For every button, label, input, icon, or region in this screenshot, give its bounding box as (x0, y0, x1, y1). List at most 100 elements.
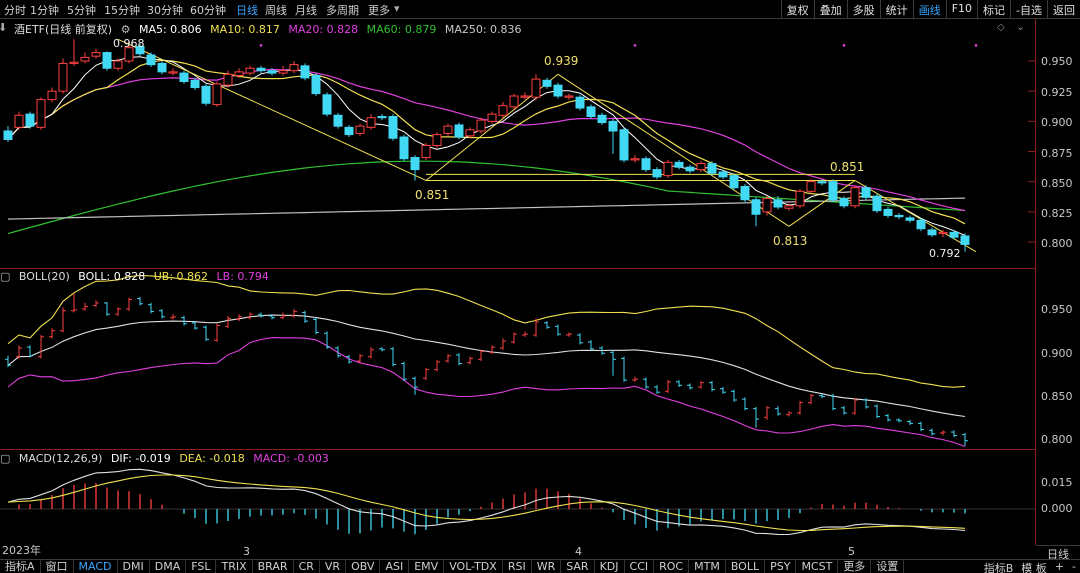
candle-body (36, 99, 46, 128)
tool-stats-button[interactable]: 统计 (879, 0, 913, 19)
candle-body (828, 181, 838, 201)
candle-body (839, 198, 849, 207)
candle-body (47, 90, 57, 101)
candle-body (905, 217, 915, 221)
tool-back-button[interactable]: 返回 (1047, 0, 1080, 19)
boll-name[interactable]: BOLL(20) (18, 270, 70, 283)
indicator-tab[interactable]: CCI (625, 560, 655, 573)
legend-gear-icon[interactable]: ⚙ (120, 23, 131, 36)
candle-body (883, 208, 893, 216)
macd-dif-value: DIF: -0.019 (110, 452, 171, 465)
boll-expand-icon[interactable]: ▢ (0, 270, 11, 283)
tool-remove-favorite-button[interactable]: -自选 (1010, 0, 1047, 19)
candle-body (25, 113, 35, 127)
candle-body (685, 166, 695, 172)
indicator-tab[interactable]: 指标A (0, 560, 41, 573)
layout-diamond-icon[interactable]: ◇ (997, 22, 1005, 33)
period-tab-1min[interactable]: 1分钟 (30, 4, 59, 17)
indicator-tab[interactable]: VR (320, 560, 347, 573)
candle-body (124, 47, 134, 62)
zoom-out-button[interactable]: - (1072, 560, 1076, 573)
indicator-tab[interactable]: 更多 (838, 560, 872, 573)
candle-body (157, 62, 167, 73)
period-tab-5min[interactable]: 5分钟 (67, 4, 96, 17)
period-tab-multi[interactable]: 多周期 (326, 4, 359, 17)
indicator-tab[interactable]: OBV (346, 560, 381, 573)
marker-dot (974, 44, 978, 47)
indicator-tab[interactable]: SAR (561, 560, 595, 573)
template-button[interactable]: 模 板 (1021, 562, 1047, 573)
marker-dot (633, 44, 637, 47)
ma5-line (7, 56, 966, 236)
indicator-tab[interactable]: MTM (689, 560, 726, 573)
indicator-tab[interactable]: DMA (150, 560, 187, 573)
zoom-in-button[interactable]: + (1054, 560, 1065, 573)
indicator-tab[interactable]: MACD (74, 560, 118, 573)
period-tab-more[interactable]: 更多 (368, 4, 390, 17)
period-tab-60min[interactable]: 60分钟 (190, 4, 226, 17)
candle-body (311, 74, 321, 95)
period-tab-15min[interactable]: 15分钟 (104, 4, 140, 17)
tool-adjust-button[interactable]: 复权 (780, 0, 814, 19)
chart-canvas[interactable] (0, 19, 1035, 545)
candle-body (586, 106, 596, 118)
candle-body (223, 73, 233, 86)
indicator-tab[interactable]: MCST (796, 560, 839, 573)
indicator-tab[interactable]: WR (532, 560, 562, 573)
indicator-tab[interactable]: CR (294, 560, 320, 573)
tool-overlay-button[interactable]: 叠加 (813, 0, 847, 19)
indicator-tab[interactable]: KDJ (595, 560, 625, 573)
low-annotation: 0.851 (415, 188, 450, 202)
candle-body (927, 229, 937, 236)
tool-draw-button[interactable]: 画线 (912, 0, 946, 19)
indicator-tab[interactable]: FSL (186, 560, 217, 573)
boll-middle-band (7, 314, 966, 418)
macd-name[interactable]: MACD(12,26,9) (18, 452, 103, 465)
legend-arrow-icon[interactable]: ⬇ (0, 21, 8, 34)
dropdown-arrow-icon[interactable]: ▾ (394, 2, 400, 15)
indicator-tab[interactable]: 窗口 (41, 560, 74, 573)
cycle-label: 日线 (1047, 548, 1069, 561)
candle-body (256, 67, 266, 72)
candle-body (960, 235, 970, 245)
tool-multistock-button[interactable]: 多股 (846, 0, 880, 19)
indicator-tab[interactable]: TRIX (216, 560, 253, 573)
candle-body (894, 214, 904, 218)
indicator-tab[interactable]: BRAR (253, 560, 294, 573)
candle-body (58, 62, 68, 92)
period-tab-weekly[interactable]: 周线 (265, 4, 287, 17)
candle-body (80, 56, 90, 62)
indicator-tab[interactable]: EMV (409, 560, 445, 573)
candle-body (531, 78, 541, 98)
macd-expand-icon[interactable]: ▢ (0, 452, 11, 465)
indicator-tab[interactable]: PSY (765, 560, 797, 573)
candle-body (718, 171, 728, 178)
period-tab-30min[interactable]: 30分钟 (147, 4, 183, 17)
panel-divider-2 (0, 449, 1035, 450)
candle-body (267, 70, 277, 74)
indicator-tab[interactable]: RSI (503, 560, 532, 573)
period-tab-daily[interactable]: 日线 (236, 4, 258, 17)
indicator-tab[interactable]: 设置 (871, 560, 905, 573)
candle-body (762, 198, 772, 213)
period-tab-monthly[interactable]: 月线 (295, 4, 317, 17)
indicator-tab[interactable]: BOLL (726, 560, 766, 573)
latest-low-annotation: 0.792 (929, 247, 961, 260)
indicator-tab-bar: 指标A 窗口 MACD DMI DMA FSL TRIX BRAR CR VR … (0, 559, 1080, 573)
indicator-tab[interactable]: ASI (380, 560, 410, 573)
boll-legend: ▢ BOLL(20) BOLL: 0.828 UB: 0.862 LB: 0.7… (0, 270, 274, 284)
main-legend: 酒ETF(日线 前复权) ⚙ MA5: 0.806 MA10: 0.817 MA… (14, 21, 527, 36)
collapse-arrow-icon[interactable]: ⌄ (1016, 20, 1026, 33)
tool-f10-button[interactable]: F10 (945, 0, 977, 19)
indicator-b-button[interactable]: 指标B (983, 562, 1014, 573)
indicator-tab[interactable]: DMI (118, 560, 150, 573)
indicator-tab[interactable]: VOL-TDX (444, 560, 503, 573)
indicator-tab[interactable]: ROC (654, 560, 690, 573)
candle-body (542, 79, 552, 87)
tool-mark-button[interactable]: 标记 (977, 0, 1010, 19)
candle-body (300, 65, 310, 79)
security-name: 酒ETF(日线 前复权) (14, 23, 113, 36)
period-tab-timeshare[interactable]: 分时 (4, 4, 26, 17)
ma20-line (7, 68, 966, 212)
